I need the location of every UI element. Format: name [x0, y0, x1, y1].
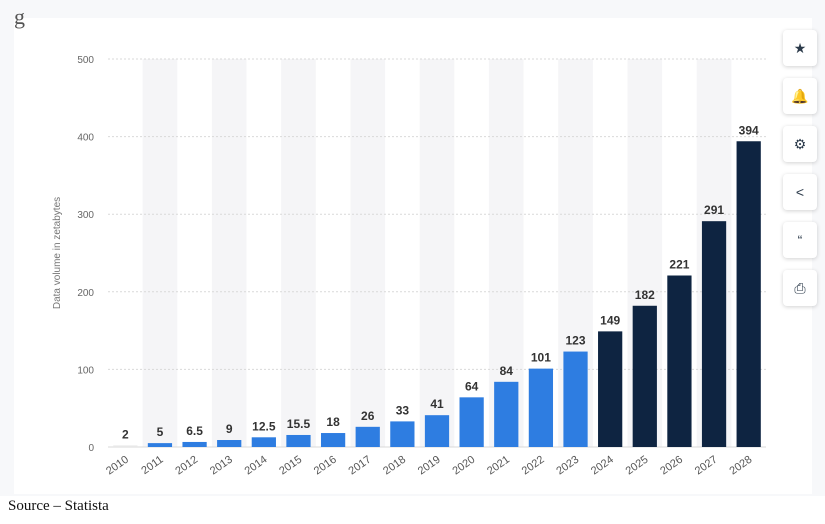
- data-label: 6.5: [186, 424, 203, 438]
- y-tick-label: 300: [77, 210, 94, 221]
- y-tick-label: 0: [88, 443, 94, 454]
- data-label: 182: [635, 288, 655, 302]
- share-button[interactable]: <: [783, 174, 817, 210]
- y-tick-label: 500: [77, 55, 94, 66]
- data-label: 26: [361, 409, 375, 423]
- x-tick-label: 2011: [139, 454, 165, 477]
- data-label: 33: [396, 403, 410, 417]
- data-label: 123: [566, 334, 586, 348]
- data-label: 12.5: [252, 419, 276, 433]
- x-tick-label: 2019: [416, 454, 443, 478]
- x-tick-label: 2010: [104, 454, 131, 478]
- x-tick-label: 2024: [589, 454, 616, 478]
- data-label: 9: [226, 422, 233, 436]
- data-label: 394: [739, 123, 759, 137]
- bar[interactable]: [459, 397, 484, 447]
- top-cut-glyph: g: [14, 4, 25, 29]
- data-label: 149: [600, 313, 620, 327]
- bar[interactable]: [424, 415, 450, 447]
- bar[interactable]: [113, 445, 138, 447]
- print-button[interactable]: ⎙: [783, 270, 817, 306]
- x-tick-label: 2017: [347, 454, 374, 478]
- bar[interactable]: [667, 275, 692, 447]
- data-label: 41: [430, 397, 444, 411]
- x-tick-label: 2016: [312, 454, 339, 478]
- x-tick-label: 2022: [520, 454, 547, 478]
- x-tick-label: 2013: [208, 454, 235, 478]
- chart-card: g 0 100 200 300 400 500 2010 2011 2012 2013 2014 2…: [14, 4, 812, 494]
- bar[interactable]: [320, 433, 346, 447]
- bar[interactable]: [494, 381, 519, 447]
- data-label: 221: [669, 258, 689, 272]
- column-band: [350, 59, 386, 447]
- bar[interactable]: [528, 368, 554, 447]
- x-tick-label: 2021: [485, 454, 512, 478]
- bar[interactable]: [217, 440, 242, 447]
- bar[interactable]: [182, 441, 207, 447]
- column-band: [419, 59, 455, 447]
- y-axis-label: Data volume in zetabytes: [52, 197, 63, 309]
- bar[interactable]: [251, 437, 276, 447]
- print-icon: ⎙: [794, 279, 806, 296]
- bar[interactable]: [286, 434, 311, 447]
- y-tick-label: 100: [77, 365, 94, 376]
- x-tick-label: 2027: [693, 454, 720, 478]
- bar[interactable]: [736, 141, 761, 448]
- bar[interactable]: [355, 426, 380, 447]
- bar[interactable]: [632, 305, 657, 447]
- share-icon: <: [795, 184, 805, 200]
- x-tick-label: 2023: [554, 454, 581, 478]
- x-tick-label: 2026: [658, 454, 685, 478]
- bar[interactable]: [390, 421, 415, 447]
- bar[interactable]: [147, 443, 173, 447]
- data-label: 18: [326, 415, 340, 429]
- favorite-button[interactable]: ★: [783, 30, 817, 66]
- y-tick-label: 200: [77, 288, 94, 299]
- bar-chart: 0 100 200 300 400 500 2010 2011 2012 2013 2014 201…: [52, 55, 766, 478]
- y-tick-label: 400: [77, 133, 94, 144]
- quote-icon: “: [797, 232, 803, 248]
- column-band: [142, 59, 178, 447]
- gear-icon: ⚙: [793, 135, 807, 152]
- bell-button[interactable]: 🔔: [783, 78, 817, 114]
- bar[interactable]: [701, 221, 727, 447]
- x-tick-label: 2012: [173, 454, 200, 478]
- x-tick-label: 2018: [381, 454, 408, 478]
- data-label: 5: [157, 425, 164, 439]
- x-tick-label: 2028: [727, 454, 754, 478]
- data-label: 64: [465, 379, 479, 393]
- data-label: 2: [122, 427, 129, 441]
- source-caption: Source – Statista: [8, 498, 109, 514]
- x-tick-label: 2015: [277, 454, 304, 478]
- x-tick-label: 2025: [624, 454, 651, 478]
- data-label: 84: [500, 364, 514, 378]
- gear-button[interactable]: ⚙: [783, 126, 817, 162]
- data-label: 101: [531, 351, 551, 365]
- data-label: 15.5: [287, 417, 311, 431]
- bell-icon: 🔔: [791, 87, 809, 104]
- data-label: 291: [704, 203, 724, 217]
- favorite-icon: ★: [793, 39, 807, 56]
- bar[interactable]: [563, 351, 588, 447]
- column-band: [281, 59, 316, 447]
- quote-button[interactable]: “: [783, 222, 817, 258]
- bar[interactable]: [598, 331, 623, 447]
- x-tick-label: 2020: [450, 454, 477, 478]
- x-tick-label: 2014: [243, 454, 270, 478]
- column-band: [211, 59, 247, 447]
